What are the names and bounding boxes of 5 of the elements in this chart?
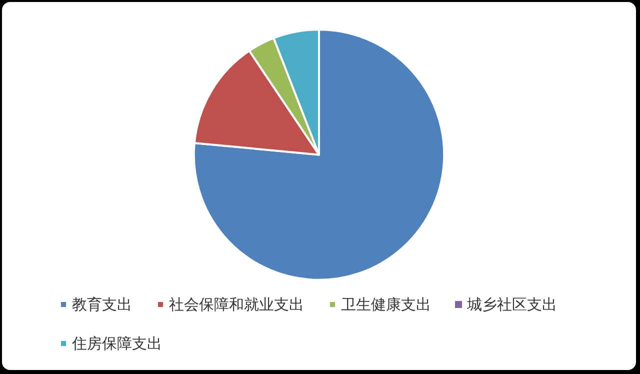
legend-label: 社会保障和就业支出	[169, 296, 304, 314]
legend-label: 卫生健康支出	[341, 296, 431, 314]
legend-label: 教育支出	[72, 296, 132, 314]
legend-label: 住房保障支出	[71, 334, 162, 352]
legend-label: 城乡社区支出	[466, 296, 557, 314]
